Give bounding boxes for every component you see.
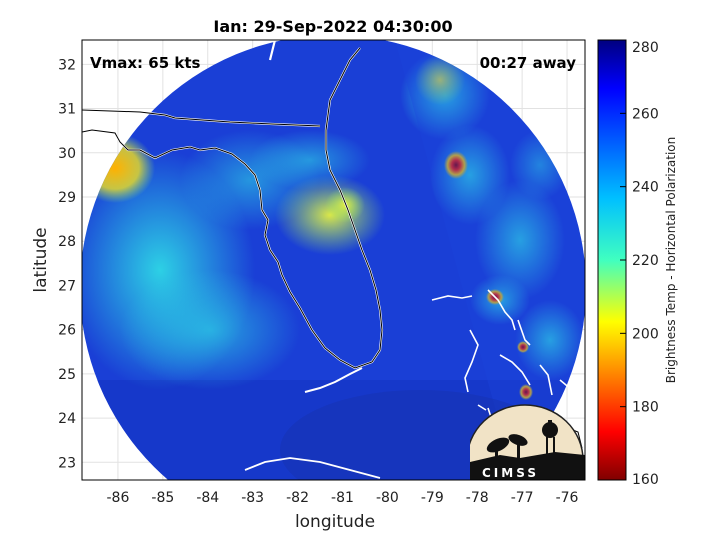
- colorbar-ticks: 280 260 240 220 200 180 160: [620, 39, 659, 488]
- colorbar-tick-label: 280: [632, 40, 659, 56]
- y-tick-label: 32: [58, 57, 76, 73]
- vmax-annotation: Vmax: 65 kts: [90, 54, 200, 72]
- colorbar-tick-label: 180: [632, 400, 659, 416]
- x-tick-label: -86: [106, 490, 129, 506]
- x-tick-label: -79: [421, 490, 444, 506]
- y-tick-label: 31: [58, 102, 76, 118]
- colorbar-label: Brightness Temp - Horizontal Polarizatio…: [664, 137, 678, 384]
- brightness-field: [82, 40, 585, 480]
- bahamas: [431, 289, 576, 421]
- y-tick-label: 30: [58, 146, 76, 162]
- y-tick-label: 29: [58, 190, 76, 206]
- cimss-logo: CIMSS: [470, 404, 585, 480]
- colorbar-tick-label: 260: [632, 106, 659, 122]
- cimss-logo-text: CIMSS: [482, 466, 539, 480]
- colorbar-tick-label: 160: [632, 472, 659, 488]
- y-tick-label: 26: [58, 323, 76, 339]
- y-tick-label: 25: [58, 367, 76, 383]
- x-tick-labels: -86 -85 -84 -83 -82 -81 -80 -79 -78 -77 -76: [106, 490, 578, 506]
- x-tick-label: -78: [466, 490, 489, 506]
- y-tick-label: 23: [58, 455, 76, 471]
- plot-frame: [81, 39, 586, 481]
- x-tick-label: -82: [286, 490, 309, 506]
- y-tick-labels: 32 31 30 29 28 27 26 25 24 23: [58, 57, 76, 471]
- y-axis-label: latitude: [31, 227, 51, 292]
- time-away-annotation: 00:27 away: [480, 54, 577, 72]
- florida-keys: [304, 367, 363, 393]
- x-tick-label: -77: [511, 490, 534, 506]
- colorbar-tick-label: 220: [632, 253, 659, 269]
- coastline-outline: [82, 47, 383, 369]
- y-tick-label: 27: [58, 278, 76, 294]
- x-axis-label: longitude: [295, 512, 375, 532]
- x-tick-label: -84: [196, 490, 219, 506]
- x-tick-label: -85: [151, 490, 174, 506]
- colorbar-tick-label: 200: [632, 326, 659, 342]
- cuba-coast: [244, 457, 381, 479]
- colorbar-tick-label: 240: [632, 180, 659, 196]
- chart-title: Ian: 29-Sep-2022 04:30:00: [213, 17, 452, 36]
- x-tick-label: -81: [331, 490, 354, 506]
- x-tick-label: -76: [556, 490, 579, 506]
- y-tick-label: 28: [58, 234, 76, 250]
- x-tick-label: -80: [376, 490, 399, 506]
- x-tick-label: -83: [241, 490, 264, 506]
- y-tick-label: 24: [58, 411, 76, 427]
